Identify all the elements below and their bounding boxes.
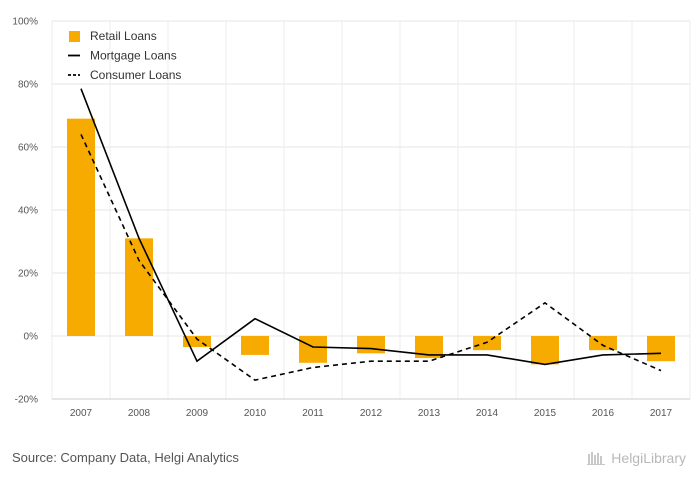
legend-label: Consumer Loans — [90, 68, 181, 82]
source-note: Source: Company Data, Helgi Analytics — [12, 450, 239, 465]
consumer-loans-line — [80, 134, 662, 381]
series-lines — [80, 88, 662, 381]
x-tick-label: 2014 — [476, 408, 499, 419]
y-tick-label: 100% — [12, 17, 38, 28]
legend: Retail Loans Mortgage Loans Consumer Loans — [68, 29, 181, 82]
y-tick-label: 80% — [18, 80, 38, 91]
helgi-library-logo: HelgiLibrary — [587, 450, 686, 466]
chart: 100%80%60%40%20%0%-20% 2007 2008 2009 2010 2… — [12, 17, 691, 419]
retail-loans-bars — [67, 118, 675, 365]
retail-loans-bar — [67, 118, 95, 337]
y-tick-label: 20% — [18, 269, 38, 280]
retail-loans-bar — [299, 336, 327, 363]
x-axis-ticks: 2007 2008 2009 2010 2011 2012 2013 2014 2015 2016… — [70, 408, 673, 419]
x-tick-label: 2007 — [70, 408, 93, 419]
y-axis-ticks: 100% 80% 60% 40% 20% 0% -20% — [12, 17, 38, 406]
retail-loans-bar — [647, 336, 675, 362]
legend-swatch-retail — [69, 31, 80, 42]
legend-label: Mortgage Loans — [90, 49, 177, 63]
retail-loans-bar — [125, 238, 153, 336]
retail-loans-bar — [415, 336, 443, 359]
x-tick-label: 2012 — [360, 408, 383, 419]
x-tick-label: 2016 — [592, 408, 615, 419]
x-tick-label: 2008 — [128, 408, 151, 419]
y-tick-label: 0% — [24, 332, 39, 343]
retail-loans-bar — [183, 336, 211, 348]
retail-loans-bar — [531, 336, 559, 365]
retail-loans-bar — [241, 336, 269, 355]
mortgage-loans-line — [80, 88, 662, 366]
retail-loans-bar — [357, 336, 385, 354]
y-tick-label: 60% — [18, 143, 38, 154]
y-tick-label: -20% — [15, 395, 38, 406]
x-tick-label: 2015 — [534, 408, 557, 419]
x-tick-label: 2013 — [418, 408, 441, 419]
logo-text: HelgiLibrary — [611, 450, 686, 466]
x-tick-label: 2009 — [186, 408, 209, 419]
y-tick-label: 40% — [18, 206, 38, 217]
legend-label: Retail Loans — [90, 29, 157, 43]
library-icon — [587, 452, 606, 465]
x-tick-label: 2017 — [650, 408, 673, 419]
x-tick-label: 2011 — [302, 408, 324, 419]
x-tick-label: 2010 — [244, 408, 267, 419]
retail-loans-bar — [589, 336, 617, 351]
